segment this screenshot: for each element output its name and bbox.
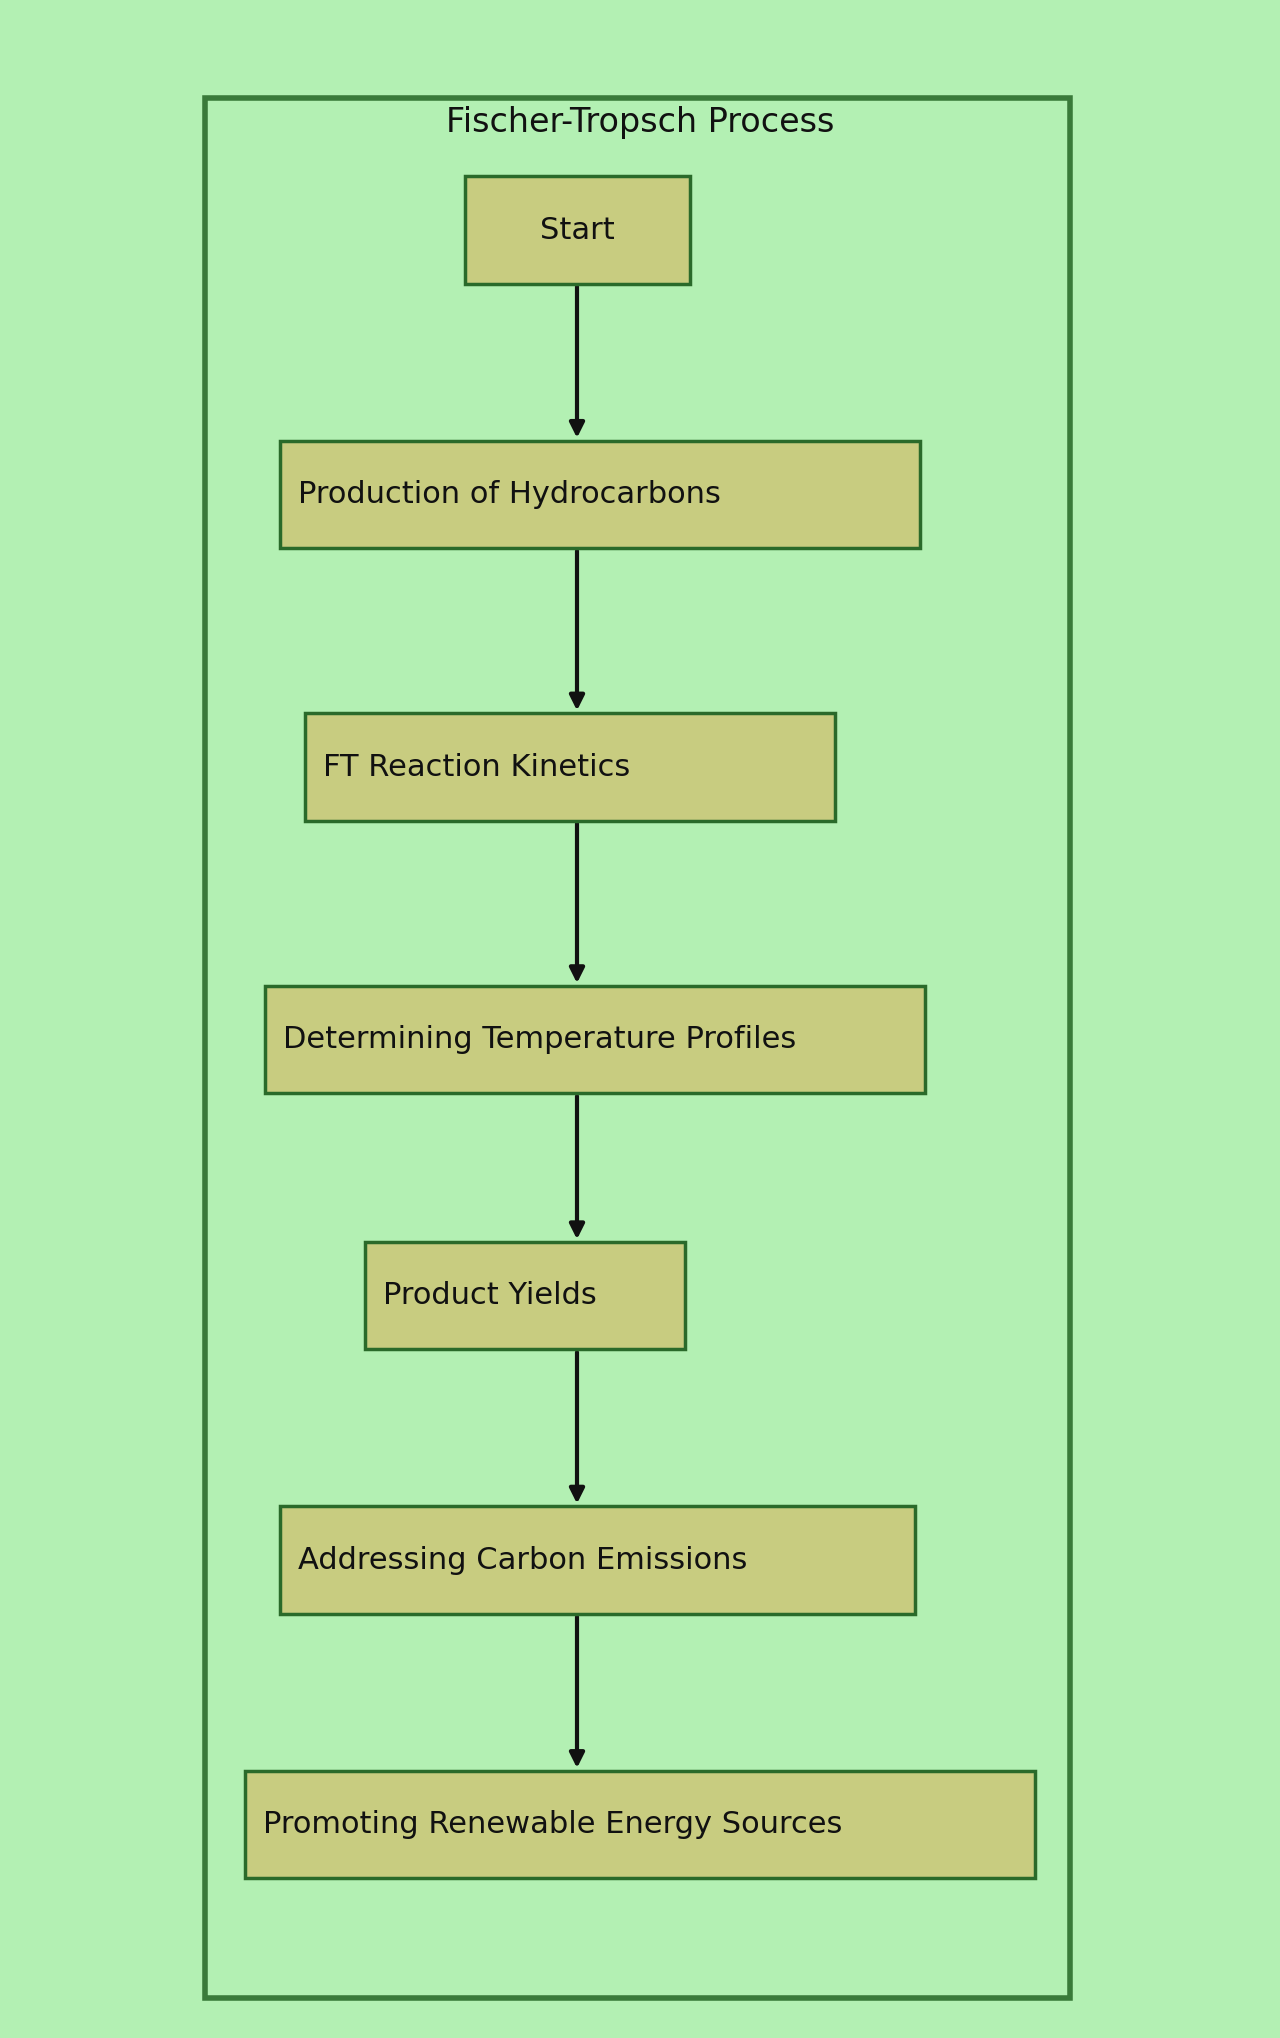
Bar bbox=[365, 1241, 685, 1349]
Text: FT Reaction Kinetics: FT Reaction Kinetics bbox=[323, 752, 630, 781]
Bar bbox=[305, 713, 835, 821]
Bar bbox=[280, 1506, 915, 1614]
Bar bbox=[280, 440, 920, 548]
Text: Determining Temperature Profiles: Determining Temperature Profiles bbox=[283, 1025, 796, 1054]
Text: Production of Hydrocarbons: Production of Hydrocarbons bbox=[298, 479, 721, 510]
Bar bbox=[465, 177, 690, 283]
Text: Fischer-Tropsch Process: Fischer-Tropsch Process bbox=[445, 106, 835, 139]
Text: Addressing Carbon Emissions: Addressing Carbon Emissions bbox=[298, 1545, 748, 1575]
Text: Promoting Renewable Energy Sources: Promoting Renewable Energy Sources bbox=[262, 1810, 842, 1838]
Bar bbox=[244, 1771, 1036, 1879]
Text: Start: Start bbox=[540, 216, 614, 245]
Text: Product Yields: Product Yields bbox=[383, 1282, 596, 1310]
Bar bbox=[265, 986, 925, 1092]
Bar bbox=[205, 98, 1070, 1997]
